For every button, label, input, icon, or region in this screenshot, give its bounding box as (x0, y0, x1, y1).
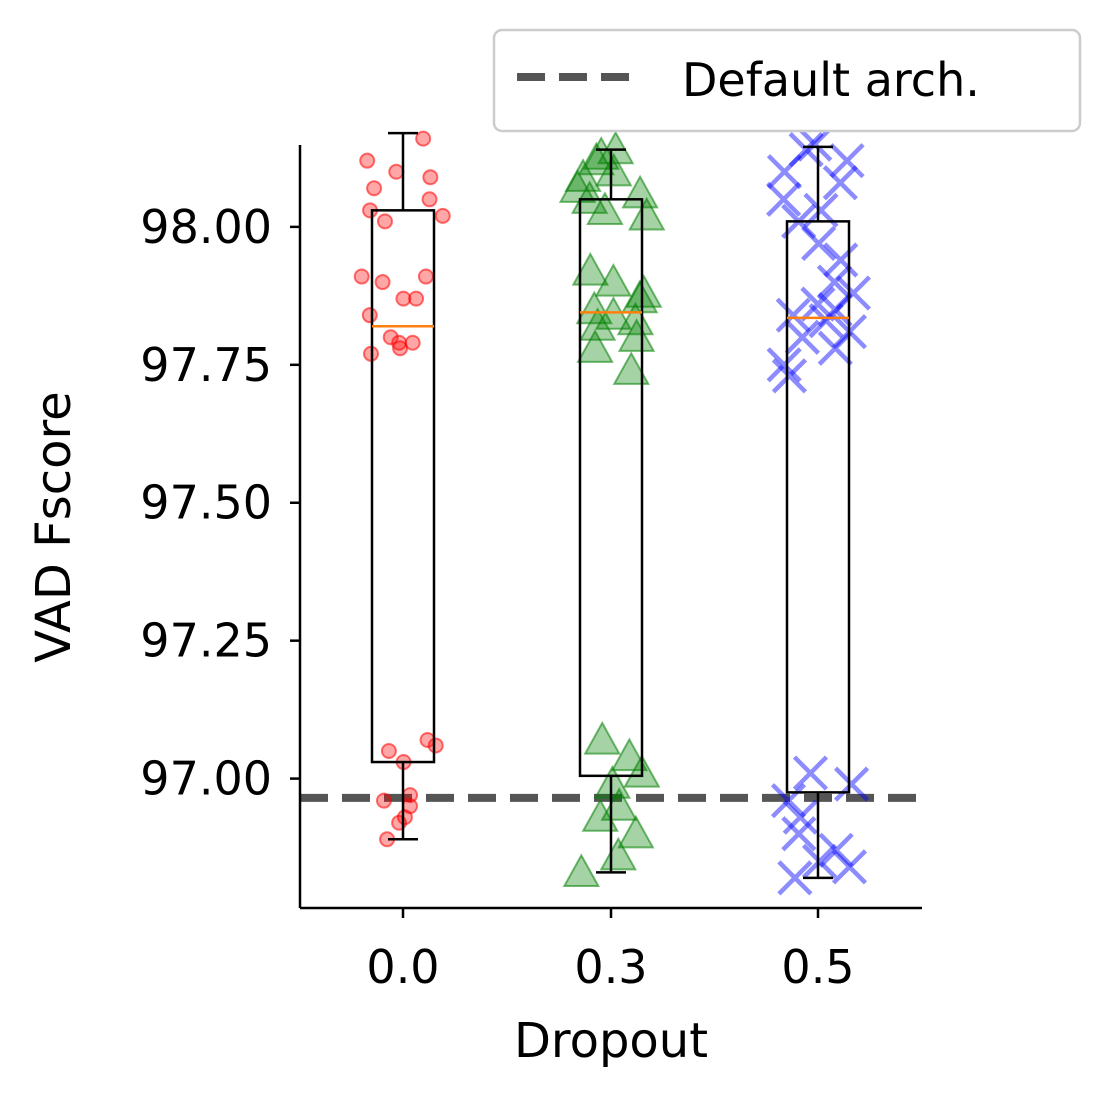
data-point-circle (396, 809, 413, 826)
data-point-x (775, 297, 811, 333)
data-point-circle (353, 268, 370, 285)
x-tick-label: 0.5 (781, 940, 854, 994)
data-point-triangle (578, 307, 617, 341)
data-point-triangle (616, 301, 655, 336)
data-point-x (784, 319, 821, 355)
data-point-x (831, 849, 868, 885)
data-point-x (777, 860, 813, 896)
data-point-triangle (628, 196, 666, 231)
jitter-points-layer (353, 126, 872, 896)
data-point-circle (395, 290, 412, 307)
data-point-x (781, 816, 817, 852)
data-point-circle (380, 743, 397, 760)
data-point-triangle (562, 853, 601, 887)
data-point-x (792, 755, 829, 791)
data-point-x (808, 303, 844, 339)
data-point-x (770, 783, 807, 819)
data-point-x (829, 143, 865, 179)
data-point-circle (427, 737, 444, 754)
data-point-circle (374, 274, 391, 291)
data-point-x (766, 347, 802, 383)
y-tick-label: 97.75 (140, 338, 272, 392)
y-tick-label: 97.50 (140, 476, 272, 530)
data-point-x (816, 264, 852, 300)
data-point-circle (376, 213, 393, 230)
box-iqr (785, 220, 851, 794)
data-point-x (833, 766, 870, 802)
data-point-circle (391, 334, 408, 351)
legend-frame (492, 28, 1082, 133)
data-point-circle (388, 163, 405, 180)
y-tick-label: 97.00 (140, 752, 272, 806)
data-point-triangle (577, 141, 616, 176)
data-point-triangle (558, 169, 597, 203)
data-point-triangle (593, 765, 632, 799)
data-point-x (822, 165, 858, 201)
data-point-triangle (571, 251, 610, 286)
data-point-triangle (617, 814, 655, 849)
box-layer (370, 131, 851, 880)
data-point-triangle (586, 191, 624, 225)
y-tick-label: 98.00 (140, 200, 272, 254)
tick-layer: 97.00 97.25 97.50 97.75 98.00 0.0 0.3 0.5 (140, 200, 854, 994)
data-point-triangle (595, 152, 633, 187)
data-point-triangle (576, 329, 614, 363)
data-point-circle (382, 329, 399, 346)
data-point-x (817, 330, 853, 366)
data-point-circle (361, 307, 378, 324)
data-point-x (766, 154, 803, 190)
data-point-x (766, 181, 802, 217)
data-point-circle (415, 130, 432, 147)
data-point-circle (366, 180, 383, 197)
data-point-circle (434, 207, 451, 224)
data-point-circle (422, 169, 439, 186)
data-point-circle (359, 152, 376, 169)
y-tick-label: 97.25 (140, 614, 272, 668)
legend-label-default-arch: Default arch. (682, 53, 980, 107)
data-point-circle (392, 340, 409, 357)
data-point-circle (417, 268, 434, 285)
data-point-circle (421, 191, 438, 208)
data-point-triangle (583, 720, 621, 755)
data-point-x (835, 275, 872, 311)
data-point-x (818, 832, 854, 868)
box-iqr (370, 209, 436, 764)
x-tick-label: 0.0 (366, 940, 439, 994)
data-point-circle (408, 290, 425, 307)
data-point-x (801, 843, 838, 879)
x-tick-label: 0.3 (574, 940, 647, 994)
data-point-triangle (594, 263, 633, 297)
x-axis-label: Dropout (514, 1013, 708, 1069)
box-iqr (578, 198, 644, 778)
data-point-triangle (581, 798, 619, 832)
data-point-x (817, 292, 853, 328)
data-point-x (800, 286, 836, 322)
data-point-x (771, 358, 808, 394)
data-point-x (782, 799, 818, 835)
y-axis-label: VAD Fscore (26, 391, 82, 662)
data-point-triangle (612, 351, 650, 385)
data-point-x (801, 225, 837, 262)
legend: Default arch. (492, 28, 1082, 133)
data-point-x (823, 242, 859, 278)
data-point-x (797, 126, 833, 162)
data-point-circle (375, 792, 392, 809)
data-point-triangle (617, 318, 656, 352)
